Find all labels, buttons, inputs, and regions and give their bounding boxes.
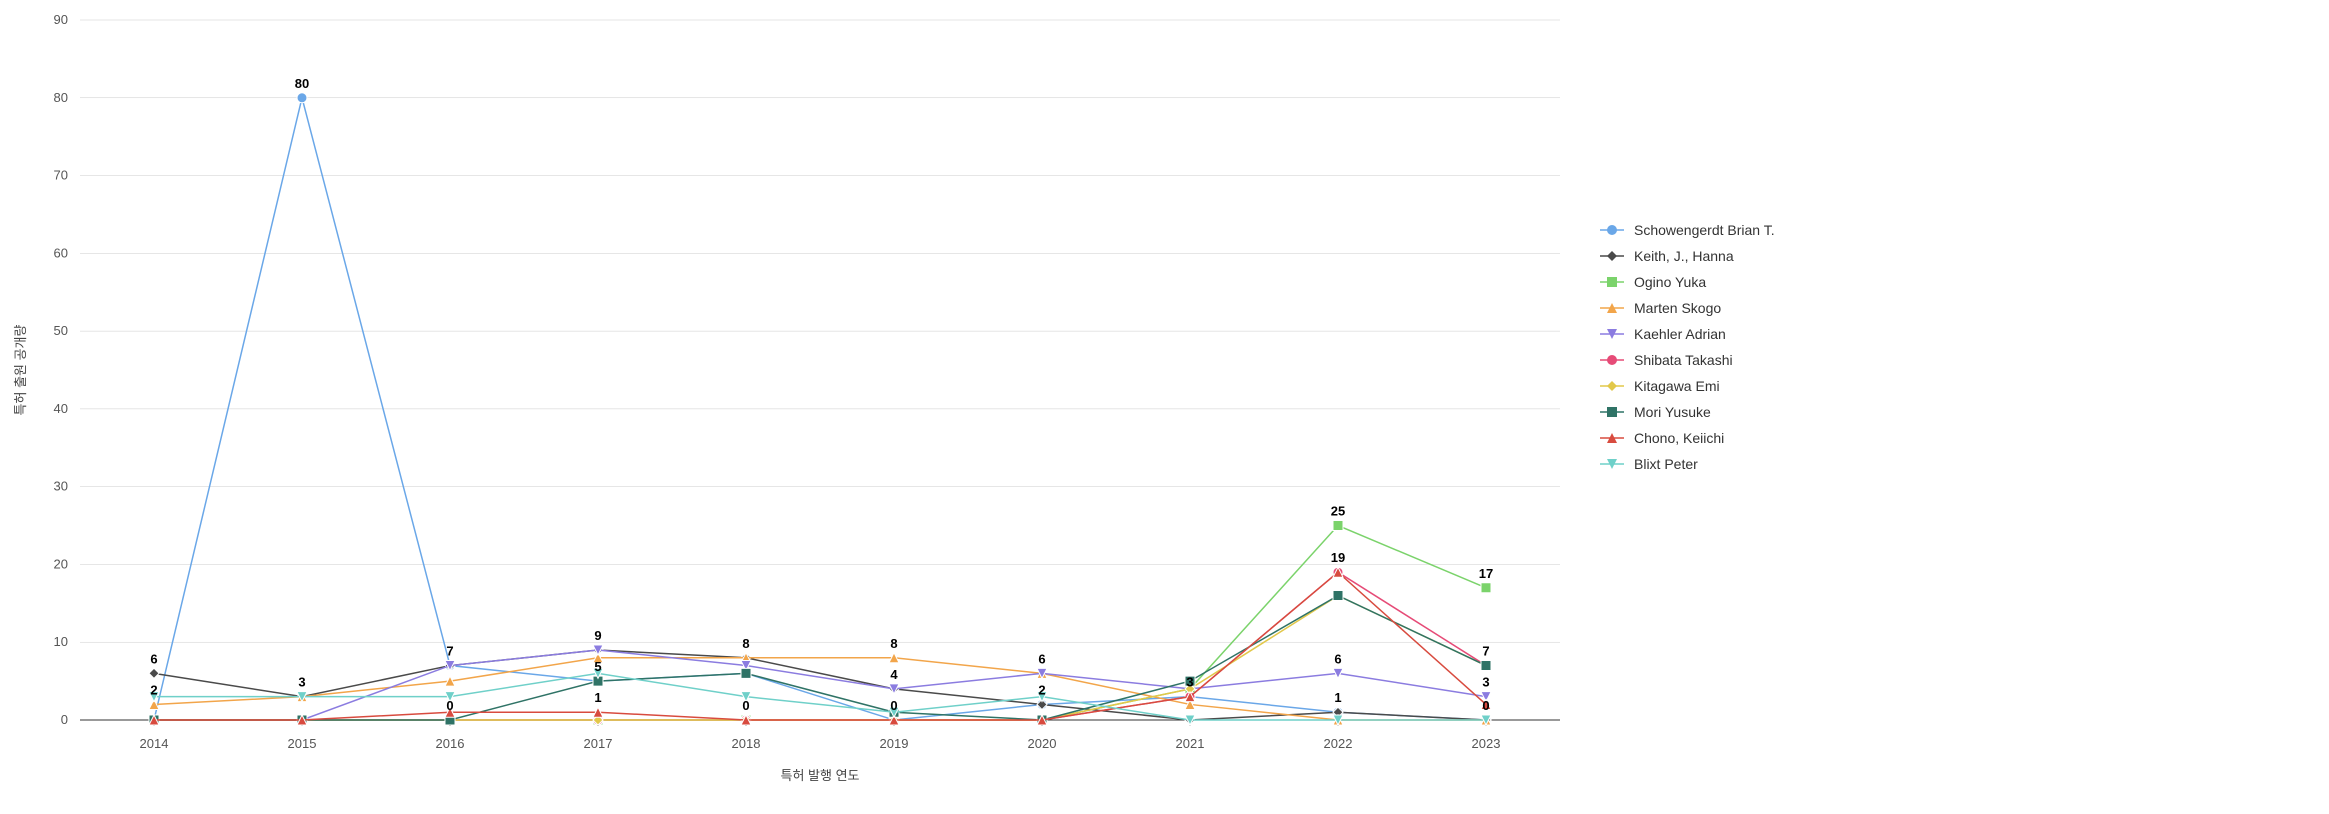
series-line [154, 572, 1486, 720]
data-point-label: 19 [1331, 550, 1345, 565]
data-point-label: 0 [742, 698, 749, 713]
legend-label[interactable]: Keith, J., Hanna [1634, 248, 1734, 264]
legend-marker [1607, 381, 1617, 391]
x-tick-label: 2015 [288, 736, 317, 751]
series-marker [1333, 521, 1343, 531]
data-point-label: 5 [594, 659, 601, 674]
legend-label[interactable]: Mori Yusuke [1634, 404, 1711, 420]
legend-label[interactable]: Blixt Peter [1634, 456, 1698, 472]
data-point-label: 7 [446, 644, 453, 659]
x-tick-label: 2022 [1324, 736, 1353, 751]
data-point-label: 0 [890, 698, 897, 713]
series-marker [297, 93, 307, 103]
data-point-label: 3 [1482, 675, 1489, 690]
legend-marker [1607, 277, 1617, 287]
data-point-label: 9 [594, 628, 601, 643]
x-axis-title: 특허 발행 연도 [781, 768, 860, 783]
legend-marker [1607, 251, 1617, 261]
x-tick-label: 2018 [732, 736, 761, 751]
data-point-label: 80 [295, 76, 309, 91]
y-tick-label: 0 [61, 712, 68, 727]
legend-label[interactable]: Shibata Takashi [1634, 352, 1733, 368]
data-point-label: 6 [1334, 651, 1341, 666]
data-point-label: 7 [1482, 644, 1489, 659]
legend-marker [1607, 407, 1617, 417]
data-point-label: 8 [742, 636, 749, 651]
data-point-label: 25 [1331, 504, 1345, 519]
y-tick-label: 50 [54, 323, 68, 338]
data-point-label: 3 [298, 675, 305, 690]
data-point-label: 8 [890, 636, 897, 651]
data-point-label: 4 [890, 667, 898, 682]
legend-label[interactable]: Chono, Keiichi [1634, 430, 1724, 446]
series-line [154, 650, 1486, 720]
data-point-label: 2 [1038, 682, 1045, 697]
data-point-label: 0 [1482, 698, 1489, 713]
legend-label[interactable]: Marten Skogo [1634, 300, 1721, 316]
y-tick-label: 30 [54, 479, 68, 494]
y-tick-label: 40 [54, 401, 68, 416]
x-tick-label: 2019 [880, 736, 909, 751]
y-tick-label: 60 [54, 245, 68, 260]
series-line [154, 572, 1486, 720]
y-tick-label: 90 [54, 12, 68, 27]
data-point-label: 2 [150, 682, 157, 697]
y-tick-label: 20 [54, 556, 68, 571]
data-point-label: 6 [150, 651, 157, 666]
y-tick-label: 80 [54, 90, 68, 105]
legend-label[interactable]: Schowengerdt Brian T. [1634, 222, 1775, 238]
x-tick-label: 2014 [140, 736, 169, 751]
legend-label[interactable]: Kaehler Adrian [1634, 326, 1726, 342]
chart-svg: 0102030405060708090201420152016201720182… [0, 0, 2329, 809]
legend-label[interactable]: Kitagawa Emi [1634, 378, 1720, 394]
series-line [154, 658, 1486, 720]
legend-label[interactable]: Ogino Yuka [1634, 274, 1706, 290]
x-tick-label: 2023 [1472, 736, 1501, 751]
series-line [154, 650, 1486, 720]
x-tick-label: 2016 [436, 736, 465, 751]
data-point-label: 1 [1334, 690, 1341, 705]
data-point-label: 17 [1479, 566, 1493, 581]
series-marker [1333, 591, 1343, 601]
data-point-label: 0 [446, 698, 453, 713]
data-point-label: 1 [594, 690, 601, 705]
line-chart: 0102030405060708090201420152016201720182… [0, 0, 2329, 814]
x-tick-label: 2017 [584, 736, 613, 751]
legend-marker [1607, 225, 1617, 235]
series-marker [741, 668, 751, 678]
legend-marker [1607, 355, 1617, 365]
data-point-label: 6 [1038, 651, 1045, 666]
series-marker [1481, 661, 1491, 671]
y-tick-label: 70 [54, 168, 68, 183]
y-axis-title: 특허 출원 공개량 [13, 324, 28, 415]
x-tick-label: 2020 [1028, 736, 1057, 751]
x-tick-label: 2021 [1176, 736, 1205, 751]
series-marker [1481, 583, 1491, 593]
data-point-label: 3 [1186, 675, 1193, 690]
y-tick-label: 10 [54, 634, 68, 649]
series-marker [149, 668, 159, 678]
